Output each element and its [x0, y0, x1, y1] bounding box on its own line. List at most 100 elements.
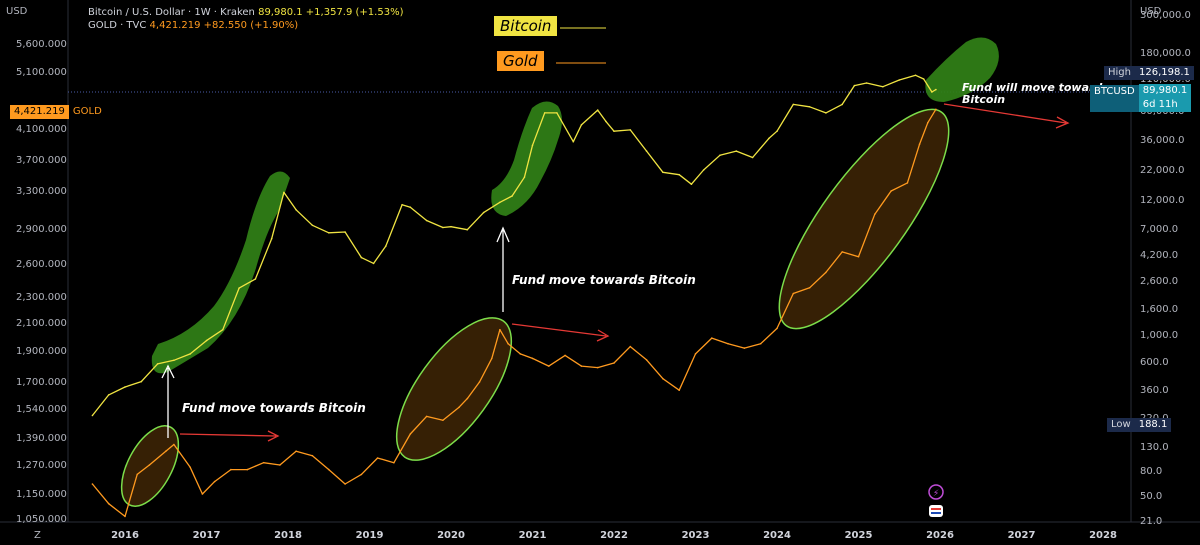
time-tick-label: 2028 [1089, 530, 1117, 541]
gold-data-point [246, 468, 249, 471]
left-axis-unit: USD [6, 6, 28, 17]
gold-highlight-ellipses [120, 108, 950, 507]
right-axis-unit: USD [1140, 6, 1162, 17]
btc-price-tag: BTCUSD 89,980.1 6d 11h [1090, 84, 1192, 112]
bitcoin-data-point [853, 84, 856, 87]
gold-data-point [507, 342, 509, 345]
bitcoin-data-point [768, 137, 770, 140]
right-tick-label: 1,600.0 [1140, 304, 1178, 315]
right-tick-label: 80.0 [1140, 466, 1162, 477]
bitcoin-data-point [156, 363, 159, 365]
gold-data-point [189, 466, 191, 469]
bitcoin-data-point [556, 112, 558, 114]
legend-lines [556, 27, 606, 64]
right-tick-label: 21.0 [1140, 516, 1162, 527]
chart-header: Bitcoin / U.S. Dollar · 1W · Kraken 89,9… [88, 6, 403, 32]
left-tick-label: 3,700.000 [16, 155, 67, 166]
gold-symbol[interactable]: GOLD · TVC [88, 20, 147, 31]
gold-data-point [458, 406, 460, 409]
bitcoin-data-point [719, 154, 721, 157]
bitcoin-data-point [107, 394, 110, 396]
btc-change: +1,357.9 (+1.53%) [305, 7, 404, 18]
gold-data-point [491, 357, 493, 360]
bitcoin-data-point [935, 88, 937, 91]
gold-data-point [279, 464, 281, 466]
low-tag-value: 188.1 [1134, 418, 1172, 432]
gold-data-point [442, 419, 444, 422]
time-tick-label: 2027 [1008, 530, 1036, 541]
right-tick-label: 50.0 [1140, 491, 1162, 502]
bitcoin-data-point [254, 278, 257, 280]
gold-data-point [596, 366, 599, 369]
gold-series-line [91, 108, 937, 518]
right-tick-label: 130.0 [1140, 442, 1169, 453]
bitcoin-data-point [409, 206, 412, 208]
bitcoin-data-point [678, 173, 680, 176]
bitcoin-data-point [931, 91, 933, 93]
right-tick-label: 36,000.0 [1140, 135, 1185, 146]
gold-price-tag-value: 4,421.219 [10, 105, 69, 119]
bitcoin-data-point [311, 224, 314, 227]
bitcoin-data-point [572, 140, 575, 143]
left-tick-label: 5,100.000 [16, 67, 67, 78]
gold-data-point [918, 143, 921, 145]
bitcoin-data-point [283, 191, 285, 194]
gold-data-point [499, 328, 501, 331]
bitcoin-data-point [328, 232, 330, 234]
right-tick-label: 4,200.0 [1140, 250, 1178, 261]
bitcoin-data-point [140, 380, 143, 383]
series-layer [91, 74, 937, 518]
bitcoin-data-point [511, 195, 513, 197]
time-tick-label: 2020 [437, 530, 465, 541]
timezone-button[interactable]: Z [34, 530, 41, 541]
gold-data-point [727, 342, 729, 345]
left-tick-label: 2,900.000 [16, 224, 67, 235]
gold-data-point [662, 377, 664, 380]
high-tag-label: High [1104, 66, 1135, 80]
time-tick-label: 2023 [682, 530, 710, 541]
right-tick-label: 600.0 [1140, 357, 1169, 368]
red-arrow-1 [179, 430, 280, 442]
bitcoin-data-point [690, 183, 693, 185]
gold-data-point [328, 468, 330, 471]
time-tick-label: 2024 [763, 530, 791, 541]
right-tick-label: 2,600.0 [1140, 276, 1178, 287]
gold-data-point [201, 493, 204, 495]
legend-gold: Gold [497, 51, 544, 71]
gold-data-point [213, 480, 216, 483]
bitcoin-data-point [580, 124, 583, 126]
gold-data-point [230, 468, 232, 471]
bitcoin-data-point [360, 256, 363, 259]
bitcoin-data-point [450, 225, 452, 228]
bitcoin-data-point [523, 176, 526, 179]
bitcoin-data-point [531, 144, 534, 147]
gold-data-point [148, 464, 151, 466]
gold-ellipse-2019-2020 [395, 317, 513, 461]
gold-data-point [808, 287, 811, 289]
bitcoin-data-point [776, 130, 778, 132]
left-tick-label: 2,100.000 [16, 318, 67, 329]
bitcoin-data-point [882, 85, 884, 88]
time-tick-label: 2016 [111, 530, 139, 541]
annotation-fund-will-move-1: Fund will move towards [962, 81, 1109, 94]
gold-change: +82.550 (+1.90%) [203, 20, 299, 31]
left-price-axis: 5,600.000 5,100.000 4,100.000 3,700.000 3,30… [16, 39, 67, 525]
flag-icon [929, 505, 943, 517]
left-tick-label: 3,300.000 [16, 186, 67, 197]
bitcoin-data-point [173, 359, 175, 362]
gold-data-point [678, 389, 680, 392]
bitcoin-data-point [808, 106, 811, 108]
bitcoin-data-point [124, 386, 126, 388]
right-tick-label: 300,000.0 [1140, 10, 1191, 21]
right-tick-label: 12,000.0 [1140, 195, 1185, 206]
btc-symbol[interactable]: Bitcoin / U.S. Dollar · 1W · Kraken [88, 7, 255, 18]
bitcoin-data-point [401, 203, 403, 206]
bitcoin-data-point [270, 237, 273, 240]
btc-header-row: Bitcoin / U.S. Dollar · 1W · Kraken 89,9… [88, 6, 403, 19]
red-arrow-3 [943, 103, 1070, 129]
gold-data-point [295, 450, 297, 453]
gold-data-point [743, 347, 746, 349]
event-icon [928, 484, 944, 500]
gold-price-tag-label: GOLD [68, 105, 106, 119]
